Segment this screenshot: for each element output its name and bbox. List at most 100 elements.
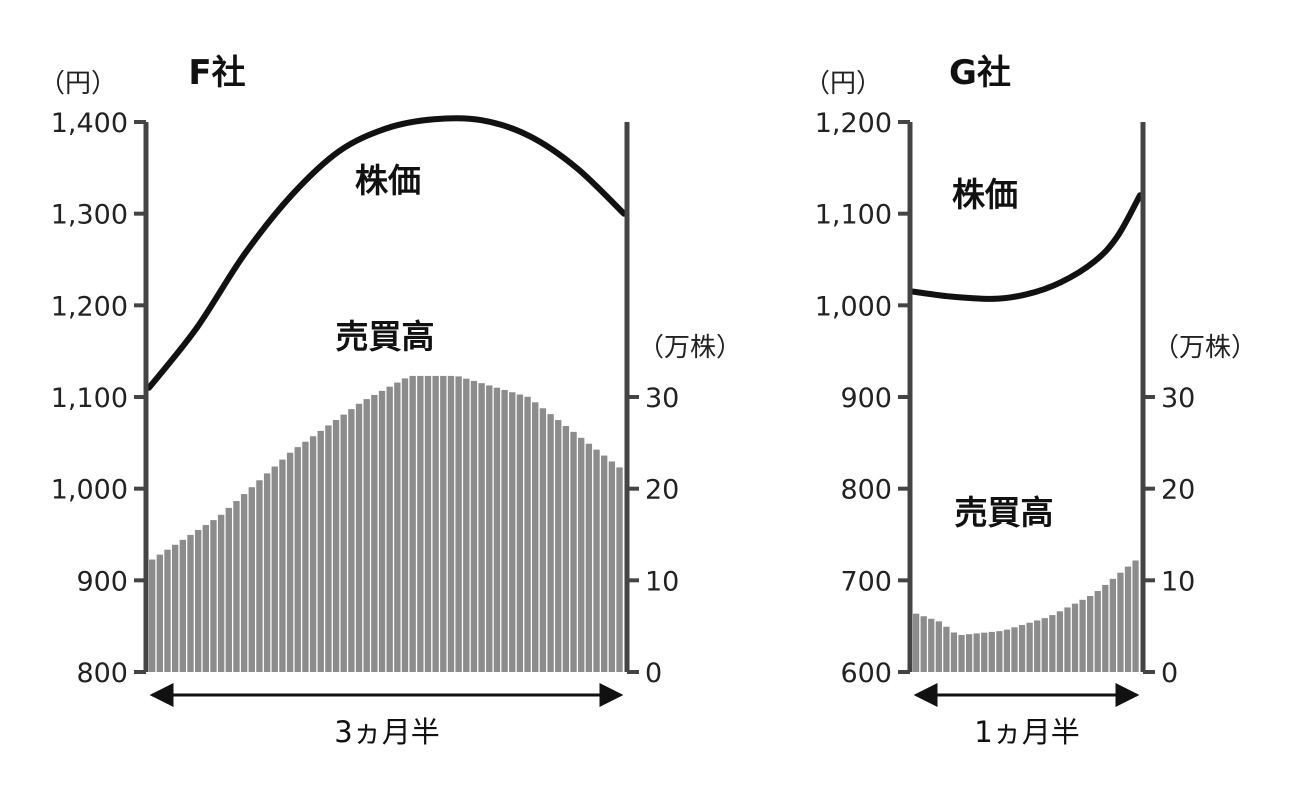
volume-bar [325, 425, 332, 672]
volume-bar [539, 408, 547, 672]
volume-bar [179, 539, 187, 672]
duration-label-g: 1ヵ月半 [974, 715, 1079, 749]
volume-bar [440, 375, 447, 672]
right-tick-label: 0 [1161, 658, 1178, 689]
volume-bar [965, 634, 973, 672]
volume-bar [394, 382, 401, 672]
volume-bar [1124, 566, 1132, 672]
volume-bar [1056, 611, 1064, 672]
volume-bar [493, 387, 501, 672]
volume-bar [973, 633, 980, 672]
left-ticks-g: 600 700 800 900 1,000 1,100 1,200 [815, 108, 910, 689]
volume-bar [516, 394, 524, 672]
right-tick-label: 10 [645, 566, 679, 597]
volume-bar [309, 436, 317, 672]
left-ticks-f: 800 900 1,000 1,100 1,200 1,300 1,400 [51, 108, 146, 689]
duration-label-f: 3ヵ月半 [334, 715, 439, 749]
volume-bar [348, 409, 355, 672]
volume-bar [363, 399, 370, 672]
left-tick-label: 600 [840, 658, 892, 689]
left-tick-label: 900 [840, 383, 892, 414]
volume-bar [386, 386, 393, 672]
volume-bar [950, 632, 958, 672]
price-line-f [146, 115, 627, 391]
volume-bar [202, 525, 209, 672]
left-tick-label: 1,000 [815, 291, 892, 322]
left-tick-label: 800 [76, 658, 128, 689]
volume-bar [1026, 622, 1033, 672]
volume-bar [928, 618, 935, 672]
volume-bar [920, 616, 927, 672]
left-tick-label: 1,200 [815, 108, 892, 139]
volume-bar [302, 441, 309, 672]
left-unit-label-g: （円） [804, 69, 882, 99]
volume-bar [1071, 603, 1079, 672]
volume-bar [149, 559, 156, 672]
volume-bar [187, 534, 194, 672]
volume-bar [1011, 627, 1018, 672]
left-tick-label: 1,200 [51, 291, 128, 322]
volume-bar [608, 461, 616, 672]
volume-bar [164, 549, 171, 672]
volume-bar [1087, 595, 1094, 672]
right-ticks-g: 0 10 20 30 [1143, 383, 1195, 689]
left-tick-label: 1,000 [51, 475, 128, 506]
volume-bar [981, 632, 988, 672]
volume-bar [601, 455, 608, 672]
volume-bar [470, 380, 478, 672]
volume-annotation-f: 売買高 [336, 317, 435, 356]
volume-bar [943, 626, 950, 672]
volume-bar [1132, 560, 1139, 672]
volume-bar [248, 487, 255, 672]
volume-bar [156, 554, 164, 672]
volume-bar [447, 375, 455, 672]
volume-bar [233, 500, 240, 672]
volume-bar [1034, 620, 1041, 672]
volume-bar [463, 378, 470, 672]
volume-bar [279, 459, 286, 672]
volume-bar [401, 378, 409, 672]
volume-bar [555, 420, 562, 672]
volume-bar [1003, 629, 1011, 672]
volume-bar [256, 480, 263, 672]
volume-bar [1064, 607, 1071, 672]
volume-bar [1018, 625, 1026, 672]
left-tick-label: 1,100 [51, 383, 128, 414]
volume-bar [958, 634, 965, 672]
right-tick-label: 30 [645, 383, 679, 414]
price-line-g [910, 192, 1143, 302]
right-unit-label-g: （万株） [1153, 333, 1257, 363]
left-tick-label: 800 [840, 475, 892, 506]
right-tick-label: 10 [1161, 566, 1195, 597]
volume-bar [355, 403, 363, 672]
volume-bar [424, 375, 432, 672]
right-tick-label: 0 [645, 658, 662, 689]
volume-bar [171, 544, 179, 672]
volume-bar [417, 375, 424, 672]
right-tick-label: 20 [645, 475, 679, 506]
volume-bar [1102, 584, 1109, 672]
volume-bar [524, 396, 531, 672]
volume-bar [378, 390, 386, 672]
price-annotation-f: 株価 [355, 161, 421, 200]
volume-bar [988, 631, 995, 672]
volume-bar [432, 375, 439, 672]
volume-bar [1094, 591, 1101, 672]
volume-bar [271, 466, 278, 672]
volume-bar [210, 520, 217, 672]
volume-bar [240, 494, 248, 672]
volume-bar [486, 385, 493, 672]
volume-bar [532, 402, 539, 672]
right-ticks-f: 0 10 20 30 [627, 383, 679, 689]
volume-bar [194, 529, 202, 672]
volume-bars-g [913, 560, 1139, 672]
volume-bar [570, 431, 577, 672]
volume-bar [1041, 618, 1048, 672]
left-unit-label-f: （円） [39, 69, 117, 99]
right-unit-label-f: （万株） [638, 333, 742, 363]
volume-bar [317, 430, 324, 672]
volume-bar [340, 414, 347, 672]
